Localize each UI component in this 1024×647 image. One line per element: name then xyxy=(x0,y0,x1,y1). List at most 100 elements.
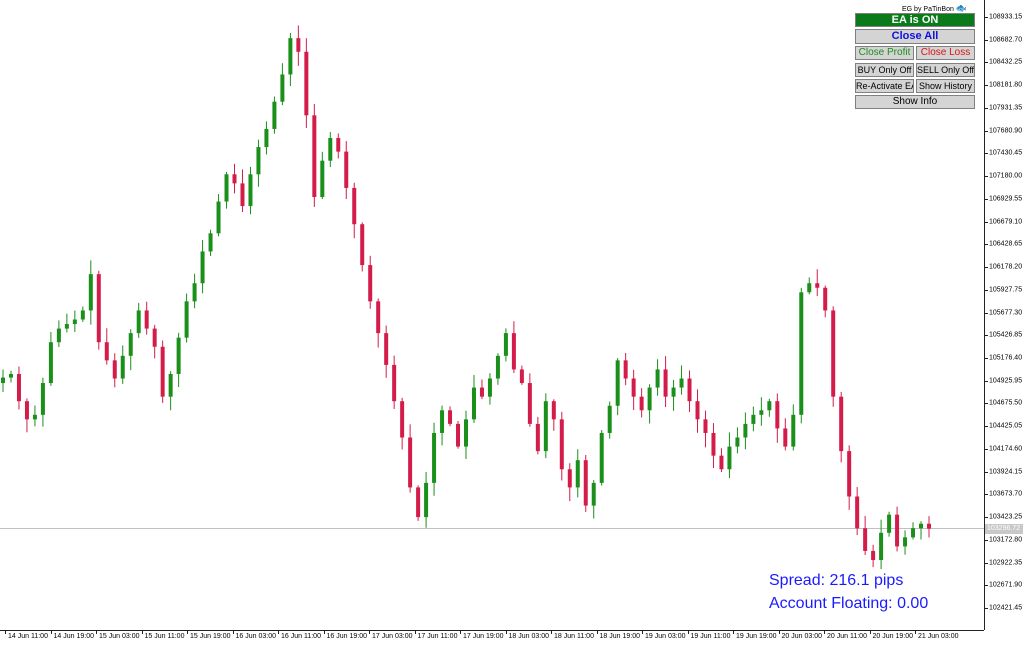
time-tick xyxy=(824,631,825,634)
time-tick xyxy=(141,631,143,634)
bull-candle xyxy=(464,419,468,447)
price-tick xyxy=(985,130,988,132)
bear-candle xyxy=(296,38,301,52)
bull-candle xyxy=(88,274,93,311)
price-tick xyxy=(985,85,988,87)
price-tick xyxy=(985,198,988,200)
price-label: 108682.70 xyxy=(989,36,1023,44)
bull-candle xyxy=(607,405,612,433)
bear-candle xyxy=(775,401,780,429)
time-tick xyxy=(50,631,52,634)
bear-candle xyxy=(416,487,421,518)
ea-credit: EG by PaTinBon 🐟 xyxy=(902,3,967,14)
price-label: 104675.50 xyxy=(989,399,1023,407)
time-label: 20 Jun 03:00 xyxy=(781,633,822,640)
price-label: 103172.80 xyxy=(989,536,1023,544)
price-label: 105927.75 xyxy=(989,286,1023,294)
price-chart[interactable] xyxy=(0,0,984,630)
bear-candle xyxy=(695,401,700,420)
show-history-button[interactable]: Show History xyxy=(916,79,975,93)
close-profit-button[interactable]: Close Profit xyxy=(855,46,914,60)
price-label: 105426.85 xyxy=(989,331,1023,339)
bull-candle xyxy=(32,414,37,420)
bull-candle xyxy=(751,414,756,424)
price-tick xyxy=(985,267,988,269)
show-info-button[interactable]: Show Info xyxy=(855,95,975,109)
spread-info: Spread: 216.1 pips xyxy=(769,572,904,589)
bear-candle xyxy=(384,333,389,365)
buy-only-toggle[interactable]: BUY Only Off xyxy=(855,63,914,77)
candle-group xyxy=(1,25,931,570)
bear-candle xyxy=(376,301,381,334)
bull-candle xyxy=(911,528,916,538)
bear-candle xyxy=(360,224,365,266)
time-label: 16 Jun 03:00 xyxy=(235,633,276,640)
bull-candle xyxy=(216,201,221,234)
bear-candle xyxy=(112,360,117,379)
bear-candle xyxy=(352,187,357,225)
bear-candle xyxy=(895,514,900,547)
price-label: 107430.45 xyxy=(989,149,1023,157)
bear-candle xyxy=(24,401,29,420)
time-label: 16 Jun 11:00 xyxy=(281,633,321,640)
time-tick xyxy=(5,631,6,634)
ea-status-button[interactable]: EA is ON xyxy=(855,13,975,27)
close-all-button[interactable]: Close All xyxy=(855,29,975,44)
reactivate-ea-button[interactable]: Re-Activate EA xyxy=(855,79,914,93)
bull-candle xyxy=(432,432,437,483)
price-tick xyxy=(985,426,988,428)
bear-candle xyxy=(104,342,109,361)
bull-candle xyxy=(503,333,508,356)
bull-candle xyxy=(272,101,277,129)
bull-candle xyxy=(192,283,197,302)
price-tick xyxy=(985,380,988,382)
bear-candle xyxy=(312,115,317,197)
time-tick xyxy=(778,631,780,634)
bull-candle xyxy=(879,532,884,561)
bull-candle xyxy=(735,437,740,447)
bull-candle xyxy=(224,174,229,202)
time-label: 19 Jun 03:00 xyxy=(645,633,686,640)
time-tick xyxy=(278,631,279,634)
bull-candle xyxy=(471,387,476,420)
bear-candle xyxy=(511,333,516,370)
time-tick xyxy=(232,631,234,634)
bear-candle xyxy=(719,455,724,470)
price-label: 108933.15 xyxy=(989,13,1023,21)
price-label: 106428.65 xyxy=(989,240,1023,248)
price-tick xyxy=(985,153,988,155)
bull-candle xyxy=(120,355,125,379)
bull-candle xyxy=(679,378,684,388)
time-tick xyxy=(915,631,916,634)
bull-candle xyxy=(903,537,908,547)
bear-candle xyxy=(336,137,341,152)
bull-candle xyxy=(575,460,580,488)
bull-candle xyxy=(919,523,924,529)
bull-candle xyxy=(495,355,500,379)
time-label: 21 Jun 03:00 xyxy=(918,633,959,640)
bear-candle xyxy=(152,328,157,347)
price-label: 102671.90 xyxy=(989,581,1023,589)
account-floating-info: Account Floating: 0.00 xyxy=(769,595,929,612)
bear-candle xyxy=(831,310,836,397)
price-tick xyxy=(985,562,988,564)
bull-candle xyxy=(64,324,69,329)
price-label: 103924.15 xyxy=(989,468,1023,476)
bull-candle xyxy=(136,310,141,334)
time-label: 18 Jun 19:00 xyxy=(599,633,640,640)
bear-candle xyxy=(535,423,540,452)
sell-only-toggle[interactable]: SELL Only Off xyxy=(916,63,975,77)
bull-candle xyxy=(799,292,804,415)
bear-candle xyxy=(623,360,628,379)
bull-candle xyxy=(184,301,189,338)
bear-candle xyxy=(639,396,644,411)
price-scale: 108933.15 108682.70 108432.25 108181.80 1079… xyxy=(984,0,1024,630)
close-loss-button[interactable]: Close Loss xyxy=(916,46,975,60)
bull-candle xyxy=(256,147,261,175)
price-label: 107931.35 xyxy=(989,104,1023,112)
bear-candle xyxy=(392,364,397,402)
price-tick xyxy=(985,107,988,109)
bull-candle xyxy=(887,514,892,533)
bear-candle xyxy=(344,151,349,188)
bear-candle xyxy=(527,383,532,424)
